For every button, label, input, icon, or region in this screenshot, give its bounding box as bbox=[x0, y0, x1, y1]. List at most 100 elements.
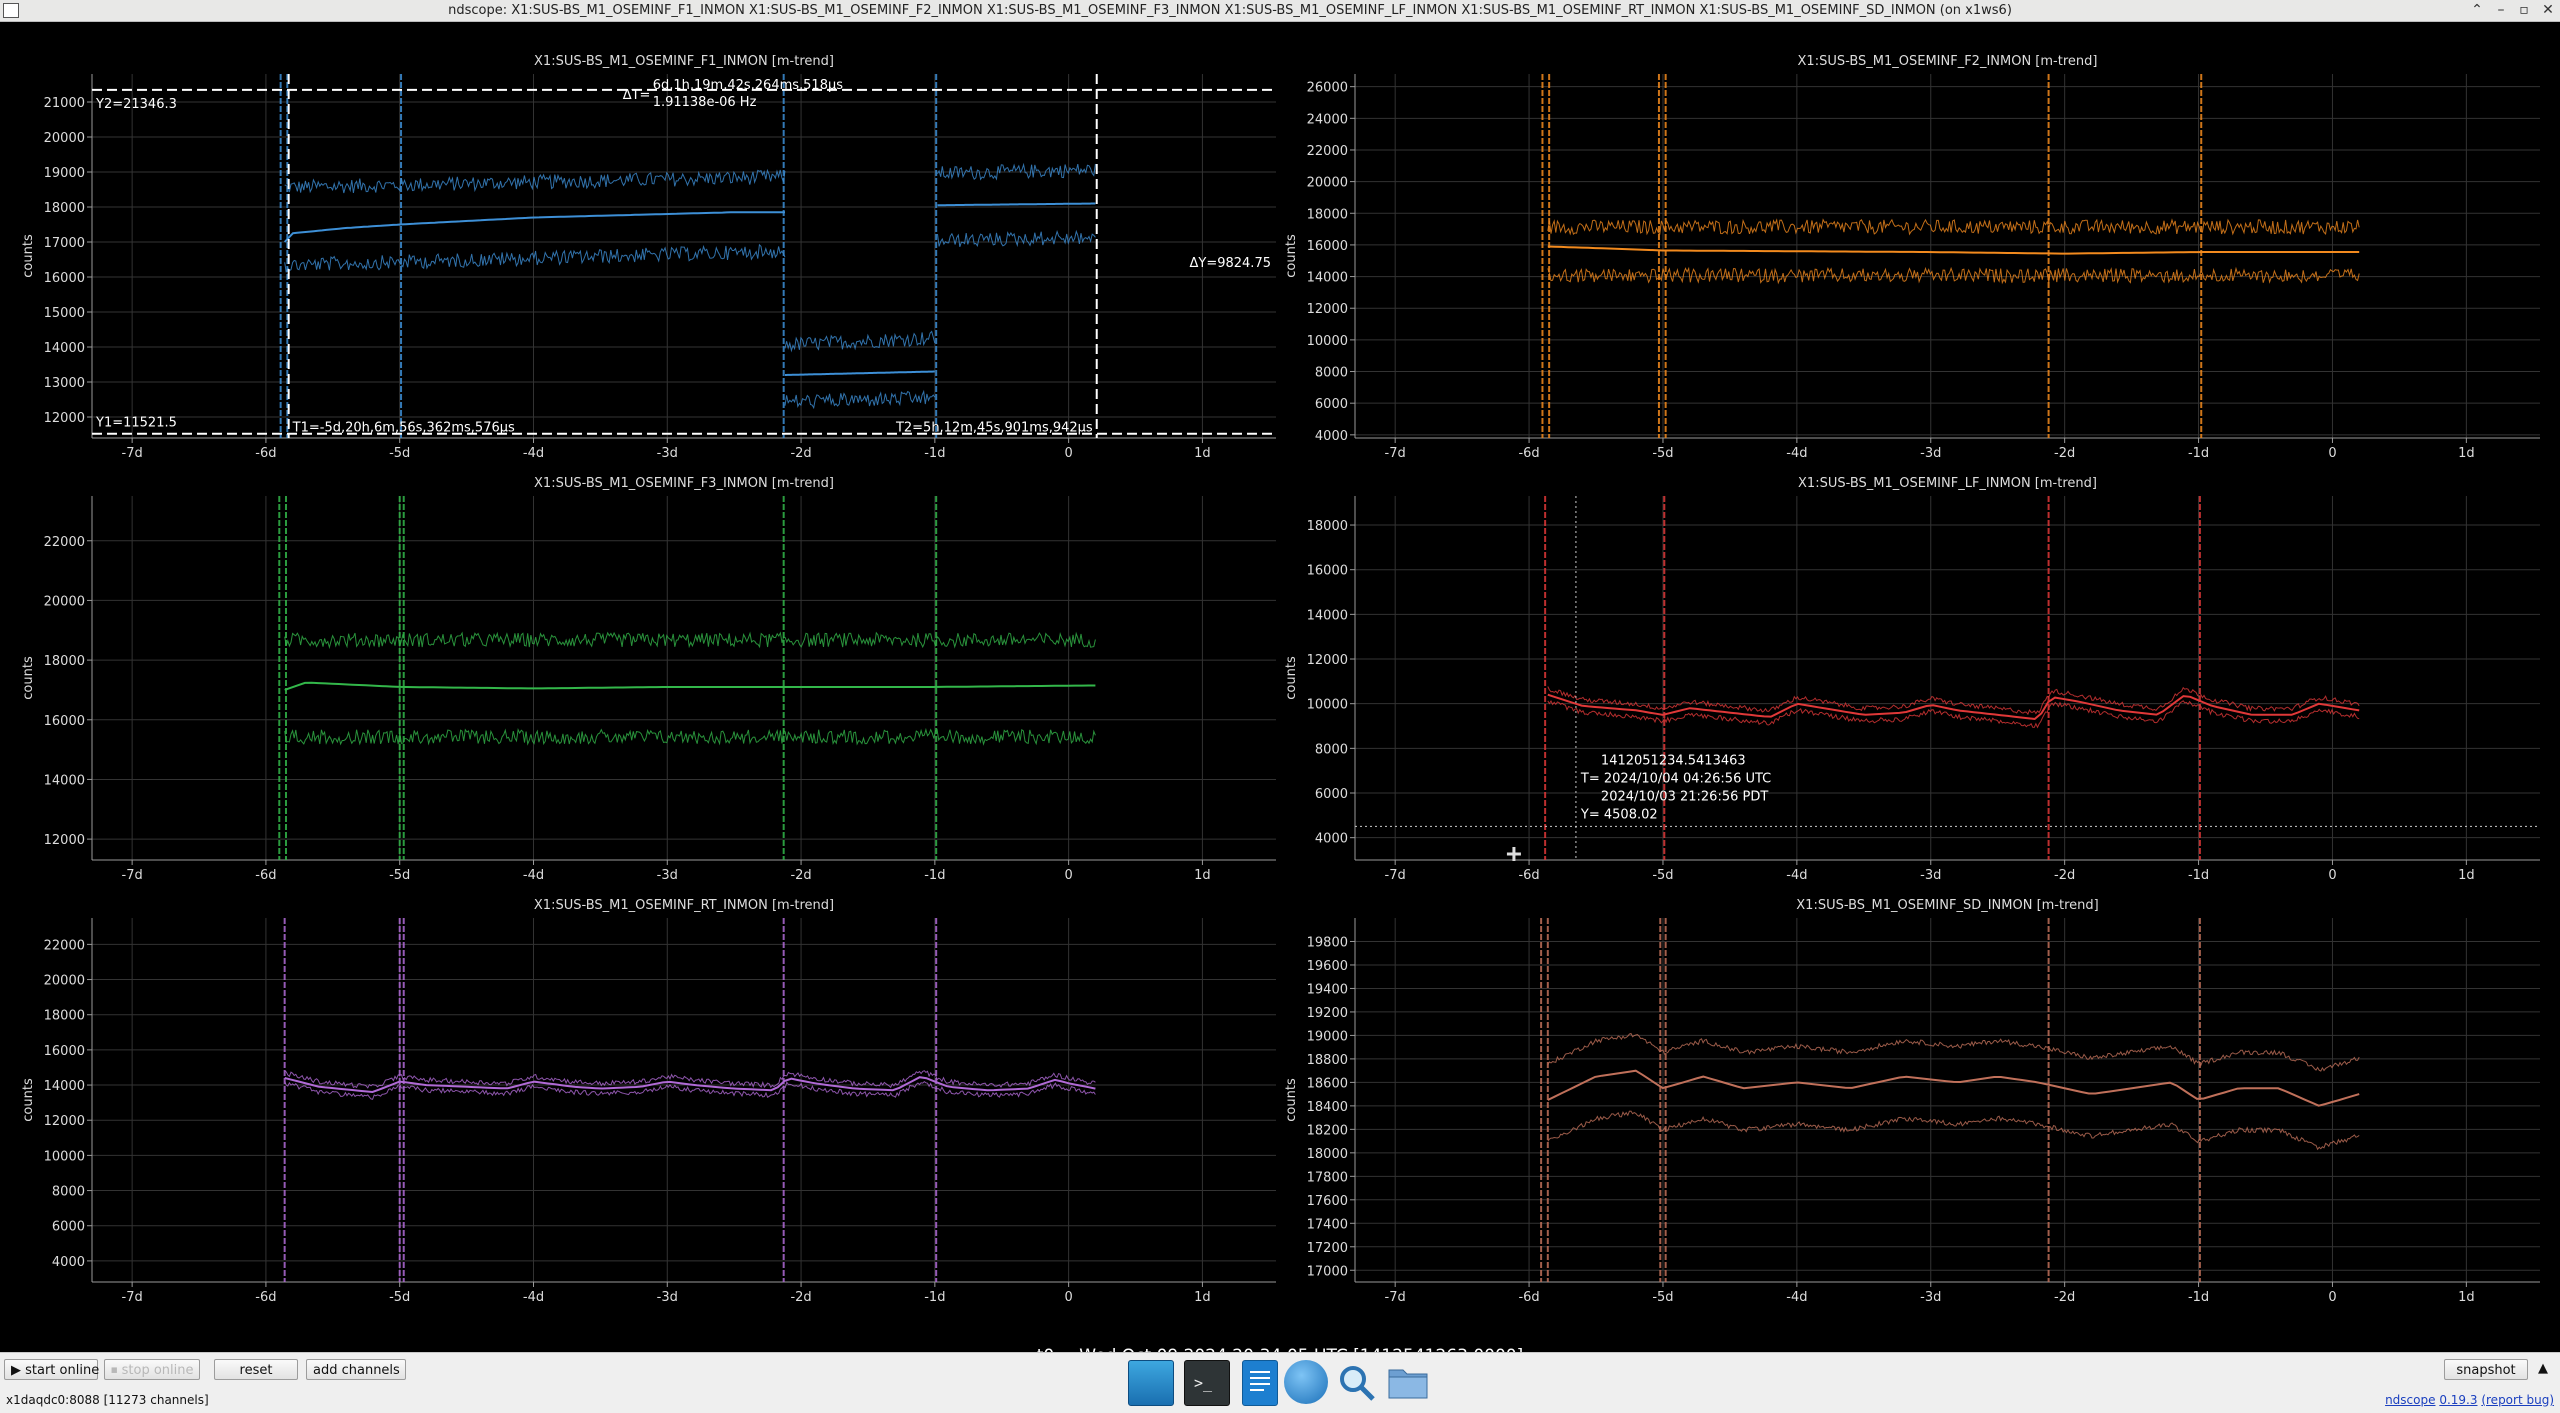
plot-sd[interactable]: X1:SUS-BS_M1_OSEMINF_SD_INMON [m-trend] c… bbox=[1284, 898, 2540, 1305]
plot-f3[interactable]: X1:SUS-BS_M1_OSEMINF_F3_INMON [m-trend] c… bbox=[21, 476, 1276, 883]
x-tick-label: 0 bbox=[2328, 1290, 2336, 1305]
y-tick-label: 18200 bbox=[1307, 1123, 1348, 1138]
crosshair-y-label: Y= 4508.02 bbox=[1580, 807, 1658, 822]
y-tick-label: 8000 bbox=[1315, 742, 1348, 757]
plot-f1[interactable]: X1:SUS-BS_M1_OSEMINF_F1_INMON [m-trend] c… bbox=[21, 54, 1276, 461]
y-axis-label: counts bbox=[21, 656, 36, 700]
ndscope-link[interactable]: ndscope bbox=[2385, 1393, 2436, 1407]
plot-rt[interactable]: X1:SUS-BS_M1_OSEMINF_RT_INMON [m-trend] c… bbox=[21, 898, 1276, 1305]
window-minimize-button[interactable]: – bbox=[2497, 2, 2505, 18]
x-tick-label: 0 bbox=[1064, 446, 1072, 461]
desktop-icon[interactable] bbox=[1128, 1360, 1174, 1406]
y-tick-label: 18000 bbox=[44, 201, 85, 216]
app-icon bbox=[3, 3, 19, 18]
y-tick-label: 20000 bbox=[44, 131, 85, 146]
text-editor-icon[interactable] bbox=[1242, 1360, 1278, 1406]
y-tick-label: 16000 bbox=[44, 271, 85, 286]
min-trend-line bbox=[1547, 266, 2360, 285]
y-tick-label: 12000 bbox=[44, 833, 85, 848]
report-bug-link[interactable]: (report bug) bbox=[2481, 1393, 2554, 1407]
reset-button[interactable]: reset bbox=[214, 1359, 298, 1380]
x-tick-label: -3d bbox=[657, 446, 678, 461]
delta-t-label: ΔT= bbox=[623, 88, 651, 103]
y-tick-label: 19200 bbox=[1307, 1006, 1348, 1021]
y-tick-label: 20000 bbox=[1307, 176, 1348, 191]
max-trend-line bbox=[937, 162, 1096, 181]
window-title: ndscope: X1:SUS-BS_M1_OSEMINF_F1_INMON X… bbox=[448, 3, 2012, 18]
x-tick-label: -1d bbox=[924, 1290, 945, 1305]
y-tick-label: 19000 bbox=[44, 166, 85, 181]
series-sd bbox=[1540, 918, 2360, 1282]
y-tick-label: 24000 bbox=[1307, 112, 1348, 127]
x-tick-label: -2d bbox=[2054, 1290, 2075, 1305]
x-tick-label: -2d bbox=[790, 446, 811, 461]
delta-t-value: 6d,1h,19m,42s,264ms,518µs bbox=[653, 78, 844, 93]
x-tick-label: -5d bbox=[389, 1290, 410, 1305]
window-titlebar[interactable]: ndscope: X1:SUS-BS_M1_OSEMINF_F1_INMON X… bbox=[0, 0, 2560, 22]
x-tick-label: -4d bbox=[523, 868, 544, 883]
plot-title: X1:SUS-BS_M1_OSEMINF_F3_INMON [m-trend] bbox=[534, 476, 834, 491]
x-tick-label: 0 bbox=[2328, 868, 2336, 883]
series-rt bbox=[283, 918, 1096, 1282]
add-channels-button[interactable]: add channels bbox=[306, 1359, 406, 1380]
stop-online-button: ⏹ stop online bbox=[104, 1359, 200, 1380]
x-tick-label: -7d bbox=[122, 868, 143, 883]
plot-f2[interactable]: X1:SUS-BS_M1_OSEMINF_F2_INMON [m-trend] c… bbox=[1284, 54, 2540, 461]
plot-title: X1:SUS-BS_M1_OSEMINF_LF_INMON [m-trend] bbox=[1798, 476, 2097, 491]
y-tick-label: 6000 bbox=[1315, 397, 1348, 412]
y-tick-label: 21000 bbox=[44, 96, 85, 111]
mean-trend-line bbox=[1547, 693, 2360, 721]
x-tick-label: -5d bbox=[1652, 1290, 1673, 1305]
x-tick-label: -3d bbox=[1920, 446, 1941, 461]
max-trend-line bbox=[284, 1070, 1096, 1089]
x-tick-label: -1d bbox=[2188, 446, 2209, 461]
series-lf bbox=[1544, 496, 2360, 860]
expand-panel-button[interactable]: ▲ bbox=[2538, 1361, 2548, 1376]
plot-lf[interactable]: X1:SUS-BS_M1_OSEMINF_LF_INMON [m-trend] c… bbox=[1284, 476, 2540, 883]
y-tick-label: 20000 bbox=[44, 594, 85, 609]
y-tick-label: 26000 bbox=[1307, 81, 1348, 96]
y-tick-label: 4000 bbox=[52, 1255, 85, 1270]
x-tick-label: -7d bbox=[1385, 446, 1406, 461]
min-trend-line bbox=[937, 229, 1096, 248]
series-f3 bbox=[278, 496, 1096, 860]
series-f2 bbox=[1541, 74, 2360, 438]
x-tick-label: 1d bbox=[2458, 868, 2475, 883]
version-link[interactable]: 0.19.3 bbox=[2439, 1393, 2478, 1407]
y-tick-label: 18000 bbox=[1307, 519, 1348, 534]
y-tick-label: 17200 bbox=[1307, 1241, 1348, 1256]
x-tick-label: 1d bbox=[1194, 1290, 1211, 1305]
y-tick-label: 18000 bbox=[1307, 207, 1348, 222]
y-tick-label: 16000 bbox=[44, 714, 85, 729]
x-tick-label: -7d bbox=[1385, 1290, 1406, 1305]
max-trend-line bbox=[1547, 1032, 2360, 1072]
crosshair-utc-label: T= 2024/10/04 04:26:56 UTC bbox=[1580, 771, 1771, 786]
x-tick-label: -4d bbox=[1786, 868, 1807, 883]
y-axis-label: counts bbox=[21, 234, 36, 278]
web-browser-icon[interactable] bbox=[1284, 1360, 1328, 1404]
window-close-button[interactable]: ✕ bbox=[2542, 2, 2554, 18]
x-tick-label: -2d bbox=[790, 868, 811, 883]
x-tick-label: -5d bbox=[1652, 446, 1673, 461]
y-tick-label: 6000 bbox=[52, 1220, 85, 1235]
file-manager-icon[interactable] bbox=[1386, 1360, 1430, 1404]
start-online-button[interactable]: ▶ start online bbox=[4, 1359, 99, 1380]
x-tick-label: -7d bbox=[122, 446, 143, 461]
window-shade-button[interactable]: ⌃ bbox=[2471, 2, 2483, 18]
search-icon[interactable] bbox=[1334, 1360, 1378, 1404]
y-axis-label: counts bbox=[1284, 1078, 1299, 1122]
mean-trend-line bbox=[284, 681, 1096, 691]
y-tick-label: 14000 bbox=[1307, 271, 1348, 286]
plot-area[interactable]: X1:SUS-BS_M1_OSEMINF_F1_INMON [m-trend] c… bbox=[0, 22, 2560, 1366]
y-tick-label: 18000 bbox=[44, 654, 85, 669]
x-tick-label: -4d bbox=[523, 1290, 544, 1305]
x-tick-label: -3d bbox=[657, 868, 678, 883]
x-tick-label: 0 bbox=[1064, 1290, 1072, 1305]
delta-y-label: ΔY=9824.75 bbox=[1190, 256, 1272, 271]
window-maximize-button[interactable]: ▫ bbox=[2519, 2, 2529, 18]
plot-grid[interactable]: X1:SUS-BS_M1_OSEMINF_F1_INMON [m-trend] c… bbox=[0, 22, 2560, 1324]
x-tick-label: -5d bbox=[389, 446, 410, 461]
terminal-icon[interactable]: >_ bbox=[1184, 1360, 1230, 1406]
y-tick-label: 18800 bbox=[1307, 1053, 1348, 1068]
snapshot-button[interactable]: snapshot bbox=[2444, 1359, 2528, 1380]
